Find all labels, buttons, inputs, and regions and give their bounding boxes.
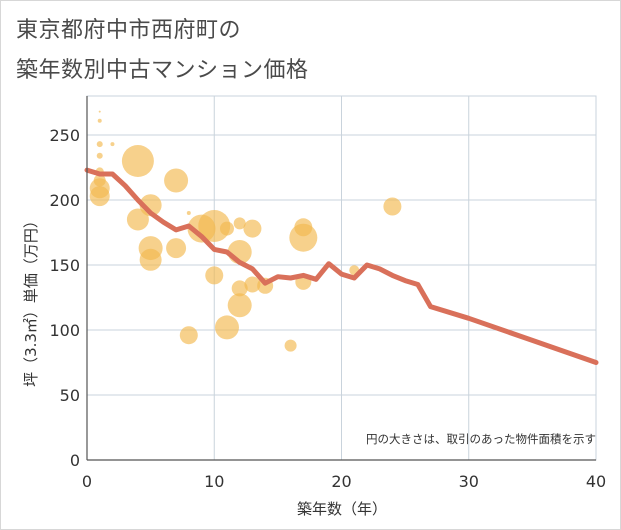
data-bubble [219,221,234,236]
data-bubble [97,118,102,123]
data-bubble [383,197,402,216]
grid-lines [86,95,597,461]
data-bubble [227,293,252,318]
data-bubble [89,186,110,207]
data-bubble [110,142,115,147]
data-bubble [164,168,189,193]
x-tick-label: 10 [204,472,224,491]
y-tick-label: 0 [70,451,80,470]
data-bubble [126,208,149,231]
data-bubble [214,315,239,340]
y-tick-label: 50 [60,386,80,405]
data-bubble [205,266,224,285]
x-tick-label: 20 [331,472,351,491]
data-bubble [179,326,198,345]
axes: 0 10 20 30 40 0 50 100 150 200 250 [49,96,606,491]
x-tick-label: 40 [586,472,606,491]
chart-title-line2: 築年数別中古マンション価格 [16,58,309,83]
y-tick-label: 200 [49,191,80,210]
data-bubble [284,339,297,352]
x-tick-label: 30 [459,472,479,491]
data-bubble [186,211,191,215]
data-bubble [244,276,261,293]
y-tick-label: 100 [49,321,80,340]
data-bubble [96,141,103,148]
data-bubble [231,280,248,297]
x-tick-label: 0 [82,472,92,491]
bubble-size-note: 円の大きさは、取引のあった物件面積を示す [366,432,596,446]
y-tick-label: 250 [49,126,80,145]
data-bubble [98,110,101,113]
data-bubble [96,152,103,159]
chart-title-line1: 東京都府中市西府町の [16,18,242,43]
average-price-line [84,167,599,365]
data-bubble [198,210,231,242]
data-bubble [166,238,187,259]
data-bubble [289,223,318,252]
y-axis-label: 坪（3.3㎡）単価（万円） [22,213,40,387]
data-bubble [121,145,154,177]
trend-line-layer [84,167,599,365]
x-axis-label: 築年数（年） [297,500,387,518]
data-bubble [139,248,162,271]
data-bubble [243,219,262,238]
y-tick-label: 150 [49,256,80,275]
bubble-layer [89,110,402,352]
data-bubble [233,217,246,230]
